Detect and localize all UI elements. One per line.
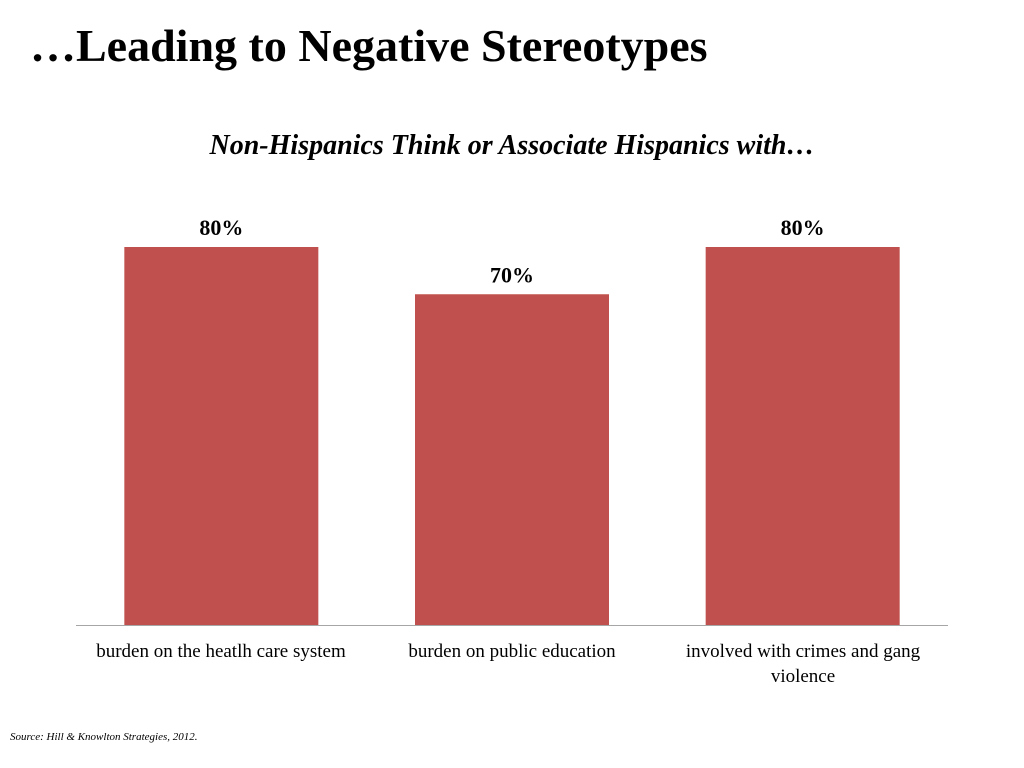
bar-2 (705, 247, 900, 625)
slide-title: …Leading to Negative Stereotypes (30, 20, 708, 71)
source-note: Source: Hill & Knowlton Strategies, 2012… (10, 731, 198, 743)
category-label-0: burden on the heatlh care system (96, 641, 346, 662)
bar-0 (124, 247, 319, 625)
bar-value-label-1: 70% (490, 262, 534, 287)
category-label-2: involved with crimes and gang violence (685, 641, 921, 687)
bar-value-label-0: 80% (199, 215, 243, 240)
bar-1 (415, 294, 609, 625)
chart-title: Non-Hispanics Think or Associate Hispani… (209, 130, 815, 161)
category-label-1: burden on public education (408, 641, 616, 662)
bar-value-label-2: 80% (781, 215, 825, 240)
